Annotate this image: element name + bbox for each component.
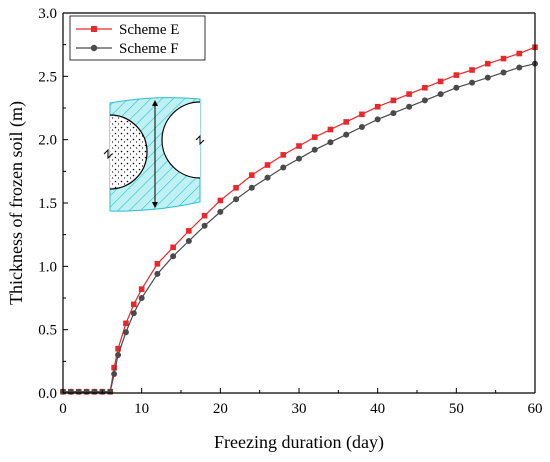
data-point-scheme-f xyxy=(500,69,507,76)
data-point-scheme-f xyxy=(343,131,350,138)
data-point-scheme-e xyxy=(374,103,381,110)
x-tick-label: 60 xyxy=(528,401,543,417)
x-tick-label: 10 xyxy=(134,401,149,417)
data-point-scheme-f xyxy=(453,84,460,91)
data-point-scheme-e xyxy=(406,91,412,97)
data-point-scheme-e xyxy=(390,97,397,104)
data-point-scheme-e xyxy=(154,261,161,267)
data-point-scheme-f xyxy=(233,196,240,203)
data-point-scheme-e xyxy=(296,143,302,149)
y-tick-label: 2.0 xyxy=(38,133,57,149)
x-axis-title: Freezing duration (day) xyxy=(214,432,384,453)
data-point-scheme-f xyxy=(421,97,428,104)
y-tick-label: 2.5 xyxy=(38,69,57,85)
data-point-scheme-f xyxy=(217,208,224,215)
data-point-scheme-f xyxy=(122,329,129,336)
y-tick-label: 1.5 xyxy=(38,196,57,212)
legend-marker-scheme-f xyxy=(90,44,98,52)
data-point-scheme-f xyxy=(280,164,287,171)
tick-layer: 0 10 20 30 40 50 60 0.0 0.5 1.0 1.5 2.0 2.5 3.0 xyxy=(38,6,542,417)
data-point-scheme-e xyxy=(170,244,176,251)
data-point-scheme-e xyxy=(311,134,318,140)
data-point-scheme-f xyxy=(390,110,397,117)
data-point-scheme-f xyxy=(111,371,118,377)
x-tick-label: 50 xyxy=(449,401,464,417)
data-point-scheme-f xyxy=(170,253,177,260)
data-point-scheme-e xyxy=(131,301,137,308)
data-point-scheme-e xyxy=(186,228,192,234)
x-tick-label: 20 xyxy=(213,401,228,417)
inset-break-mark-right xyxy=(195,134,205,146)
data-point-scheme-f xyxy=(138,295,145,301)
data-point-scheme-f xyxy=(185,238,192,244)
data-point-scheme-f xyxy=(248,184,255,191)
data-point-scheme-e xyxy=(359,111,365,118)
data-point-scheme-f xyxy=(83,388,90,395)
data-point-scheme-e xyxy=(469,67,475,73)
data-point-scheme-f xyxy=(67,388,74,395)
data-point-scheme-e xyxy=(437,78,444,85)
data-point-scheme-f xyxy=(91,388,98,395)
data-point-scheme-e xyxy=(233,185,239,191)
data-point-scheme-e xyxy=(249,172,255,178)
y-tick-label: 0.0 xyxy=(38,386,57,402)
data-point-scheme-f xyxy=(115,352,122,358)
data-point-scheme-e xyxy=(343,119,349,125)
data-point-scheme-f xyxy=(296,155,302,162)
data-point-scheme-e xyxy=(500,55,507,62)
inset-left-pipe xyxy=(110,114,148,190)
data-point-scheme-f xyxy=(406,103,413,110)
y-tick-label: 1.0 xyxy=(38,259,57,275)
data-point-scheme-e xyxy=(201,212,208,219)
x-tick-label: 0 xyxy=(59,401,67,417)
data-point-scheme-e xyxy=(485,60,491,67)
data-point-scheme-f xyxy=(311,146,318,153)
data-point-scheme-f xyxy=(264,174,271,181)
data-point-scheme-f xyxy=(201,222,208,229)
data-point-scheme-f xyxy=(130,310,137,317)
data-point-scheme-e xyxy=(115,345,121,352)
inset-right-pipe xyxy=(161,101,200,179)
data-point-scheme-e xyxy=(217,197,224,204)
legend-box xyxy=(69,15,206,61)
data-point-scheme-f xyxy=(75,388,82,395)
data-point-scheme-e xyxy=(280,152,287,158)
data-point-scheme-e xyxy=(264,162,271,168)
data-point-scheme-f xyxy=(327,139,334,146)
x-tick-label: 30 xyxy=(292,401,307,417)
data-point-scheme-e xyxy=(453,72,460,78)
data-point-scheme-f xyxy=(358,124,365,130)
data-point-scheme-e xyxy=(327,126,334,133)
data-point-scheme-f xyxy=(469,79,476,86)
data-point-scheme-f xyxy=(484,74,491,81)
x-tick-label: 40 xyxy=(370,401,385,417)
y-tick-label: 0.5 xyxy=(38,323,57,339)
inset-break-mark-left xyxy=(103,148,113,160)
data-point-scheme-f xyxy=(374,116,381,123)
data-point-scheme-e xyxy=(123,320,129,327)
y-axis-title: Thickness of frozen soil (m) xyxy=(6,101,27,305)
data-point-scheme-f xyxy=(154,270,161,277)
data-point-scheme-f xyxy=(516,64,523,71)
data-point-scheme-e xyxy=(138,286,145,292)
data-point-scheme-f xyxy=(437,91,444,98)
data-point-scheme-f xyxy=(107,388,114,395)
legend-marker-scheme-e xyxy=(91,26,97,32)
data-point-scheme-e xyxy=(111,364,117,371)
data-point-scheme-e xyxy=(422,84,428,91)
y-tick-label: 3.0 xyxy=(38,6,57,22)
data-point-scheme-e xyxy=(516,50,523,57)
legend-label-scheme-e: Scheme E xyxy=(119,22,179,38)
legend-label-scheme-f: Scheme F xyxy=(119,41,179,57)
inset-diagram xyxy=(103,97,205,212)
legend: Scheme E Scheme F xyxy=(69,15,206,61)
